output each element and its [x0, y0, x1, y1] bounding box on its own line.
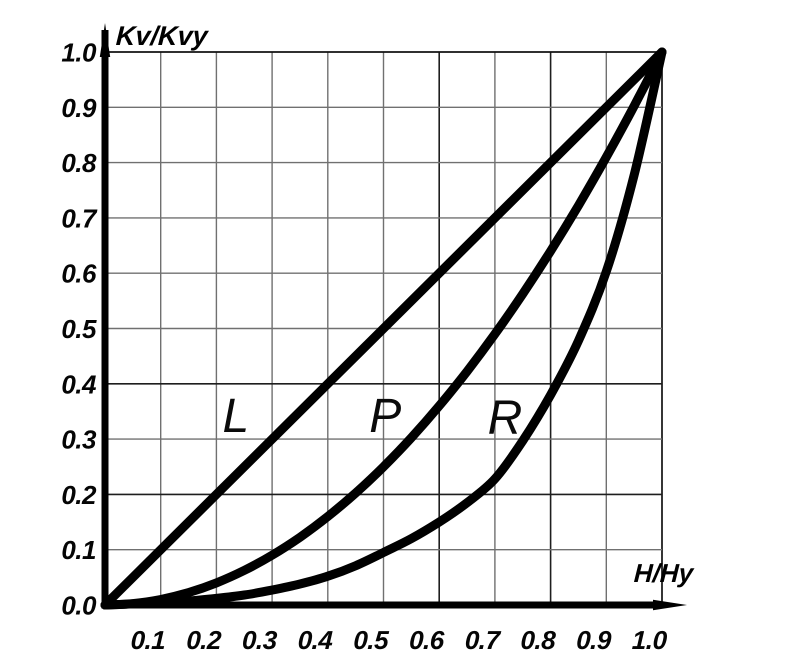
curve-L: [100, 47, 667, 610]
x-tick-label-0.6: 0.6: [409, 625, 446, 655]
curve-label-P: P: [369, 390, 401, 443]
x-axis-title: H/Hy: [633, 558, 695, 588]
curve-label-R: R: [488, 392, 523, 445]
curve-label-L: L: [223, 390, 250, 443]
curve-P: [100, 47, 667, 610]
y-tick-label-0.9: 0.9: [61, 93, 97, 123]
y-tick-label-0.8: 0.8: [61, 148, 97, 178]
x-tick-label-0.8: 0.8: [520, 625, 557, 655]
grid-layer: [105, 51, 663, 605]
y-tick-label-0.0: 0.0: [61, 591, 97, 621]
y-tick-label-0.6: 0.6: [61, 259, 97, 289]
x-tick-label-1.0: 1.0: [631, 625, 668, 655]
y-tick-label-1.0: 1.0: [61, 38, 97, 68]
up-arrow-icon: [99, 23, 111, 57]
x-tick-label-0.5: 0.5: [353, 625, 390, 655]
y-tick-label-0.5: 0.5: [61, 314, 97, 344]
x-tick-label-0.7: 0.7: [464, 625, 502, 655]
x-tick-label-0.2: 0.2: [186, 625, 223, 655]
y-tick-label-0.4: 0.4: [61, 369, 97, 399]
y-axis-title: Kv/Kvy: [115, 21, 209, 51]
x-tick-label-0.4: 0.4: [297, 625, 334, 655]
x-tick-label-0.9: 0.9: [576, 625, 613, 655]
curve-R: [100, 47, 667, 610]
y-tick-label-0.3: 0.3: [61, 425, 97, 455]
right-arrow-icon: [653, 599, 687, 611]
curves-layer: [100, 47, 667, 610]
y-tick-label-0.1: 0.1: [61, 535, 96, 565]
y-tick-label-0.2: 0.2: [61, 480, 97, 510]
tick-labels-layer: 0.1 0.2 0.3 0.4 0.5 0.6 0.7 0.8 0.9 1.0 0.0 0.1 0.2 0…: [61, 38, 668, 655]
y-tick-label-0.7: 0.7: [61, 203, 98, 233]
x-tick-label-0.1: 0.1: [130, 625, 166, 655]
axes-layer: [99, 23, 687, 611]
x-tick-label-0.3: 0.3: [242, 625, 279, 655]
